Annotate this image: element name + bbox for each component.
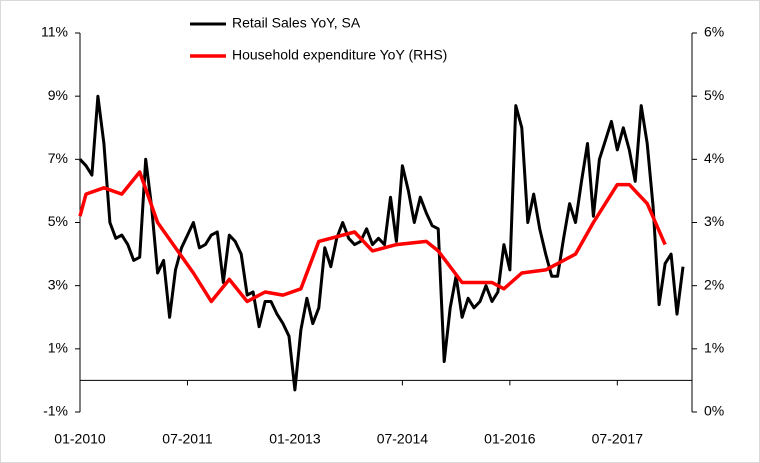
y2-tick-label: 2% [704, 276, 724, 292]
y-tick-label: -1% [43, 403, 68, 419]
x-tick-label: 01-2016 [484, 431, 536, 447]
y2-tick-label: 3% [704, 213, 724, 229]
x-tick-label: 07-2014 [377, 431, 429, 447]
series-line [78, 170, 667, 304]
legend-label: Household expenditure YoY (RHS) [232, 47, 447, 63]
y2-tick-label: 1% [704, 340, 724, 356]
y2-tick-label: 5% [704, 87, 724, 103]
x-tick-label: 01-2010 [54, 431, 106, 447]
y-tick-label: 5% [48, 213, 68, 229]
y2-tick-label: 0% [704, 403, 724, 419]
x-tick-label: 07-2011 [162, 431, 213, 447]
y-tick-label: 1% [48, 340, 68, 356]
y2-tick-label: 6% [704, 24, 724, 40]
series-line [78, 94, 685, 392]
y-tick-label: 11% [41, 24, 68, 40]
x-tick-label: 07-2017 [592, 431, 644, 447]
y-tick-label: 9% [48, 87, 68, 103]
y-tick-label: 7% [48, 150, 68, 166]
y2-tick-label: 4% [704, 150, 724, 166]
x-tick-label: 01-2013 [269, 431, 321, 447]
legend-label: Retail Sales YoY, SA [232, 15, 361, 31]
y-tick-label: 3% [48, 276, 68, 292]
